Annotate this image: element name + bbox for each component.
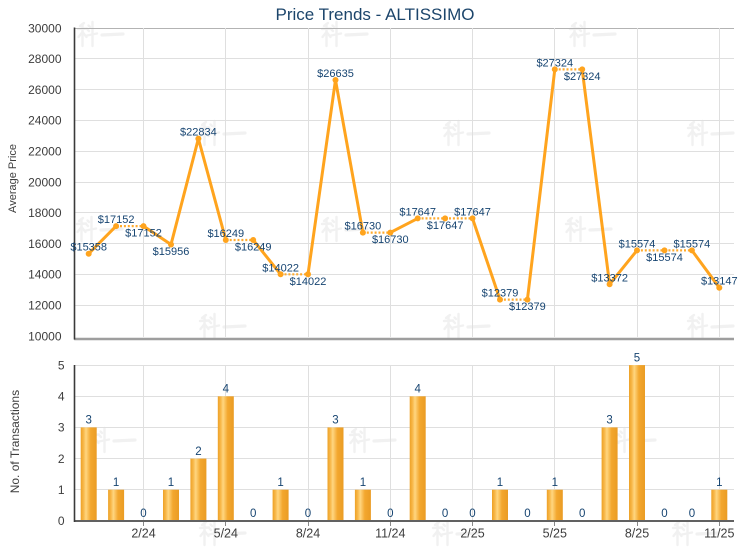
svg-text:2: 2	[58, 452, 65, 466]
svg-text:$12379: $12379	[482, 288, 519, 300]
svg-text:$16730: $16730	[345, 221, 382, 233]
svg-text:3: 3	[606, 415, 612, 427]
svg-text:11/24: 11/24	[375, 527, 405, 541]
svg-text:26000: 26000	[28, 83, 62, 97]
svg-text:18000: 18000	[28, 206, 62, 220]
svg-text:$27324: $27324	[564, 71, 601, 83]
svg-text:$17647: $17647	[399, 206, 436, 218]
svg-text:11/25: 11/25	[704, 527, 734, 541]
svg-text:$17647: $17647	[427, 220, 464, 232]
svg-text:Average Price: Average Price	[7, 144, 19, 213]
svg-text:1: 1	[58, 483, 65, 497]
svg-text:5: 5	[58, 358, 65, 372]
svg-text:$15358: $15358	[70, 242, 107, 254]
svg-text:12000: 12000	[28, 299, 62, 313]
svg-text:$13147: $13147	[701, 276, 738, 288]
svg-text:0: 0	[661, 508, 667, 520]
svg-text:0: 0	[442, 508, 448, 520]
svg-text:3: 3	[332, 415, 338, 427]
svg-text:0: 0	[387, 508, 393, 520]
svg-text:2: 2	[195, 446, 201, 458]
svg-text:4: 4	[223, 384, 230, 396]
svg-text:$14022: $14022	[262, 262, 299, 274]
svg-text:$15574: $15574	[646, 252, 683, 264]
svg-text:$16249: $16249	[235, 242, 272, 254]
svg-text:2/24: 2/24	[131, 527, 155, 541]
svg-text:0: 0	[524, 508, 530, 520]
svg-text:1: 1	[168, 477, 174, 489]
svg-text:$15574: $15574	[674, 238, 711, 250]
svg-text:0: 0	[689, 508, 695, 520]
svg-text:Price Trends - ALTISSIMO: Price Trends - ALTISSIMO	[275, 5, 474, 24]
svg-text:0: 0	[469, 508, 475, 520]
svg-text:$13372: $13372	[591, 272, 628, 284]
svg-text:0: 0	[140, 508, 146, 520]
svg-text:24000: 24000	[28, 114, 62, 128]
svg-text:10000: 10000	[28, 329, 62, 343]
svg-text:$15956: $15956	[153, 246, 190, 258]
svg-text:$14022: $14022	[290, 276, 327, 288]
svg-text:5/25: 5/25	[543, 527, 567, 541]
svg-text:$16249: $16249	[207, 228, 244, 240]
svg-text:$16730: $16730	[372, 234, 409, 246]
svg-text:22000: 22000	[28, 145, 62, 159]
svg-text:14000: 14000	[28, 268, 62, 282]
svg-text:1: 1	[716, 477, 722, 489]
svg-text:No. of Transactions: No. of Transactions	[8, 390, 22, 493]
svg-text:1: 1	[277, 477, 283, 489]
svg-text:0: 0	[250, 508, 256, 520]
svg-text:1: 1	[113, 477, 119, 489]
svg-text:3: 3	[85, 415, 91, 427]
svg-text:$27324: $27324	[536, 57, 573, 69]
svg-text:28000: 28000	[28, 52, 62, 66]
svg-text:4: 4	[58, 390, 65, 404]
svg-text:2/25: 2/25	[460, 527, 484, 541]
svg-text:1: 1	[497, 477, 503, 489]
svg-text:$15574: $15574	[619, 238, 656, 250]
svg-text:$17647: $17647	[454, 206, 491, 218]
svg-text:3: 3	[58, 421, 65, 435]
svg-text:1: 1	[552, 477, 558, 489]
svg-text:1: 1	[360, 477, 366, 489]
svg-text:$26635: $26635	[317, 68, 354, 80]
svg-text:20000: 20000	[28, 175, 62, 189]
svg-text:5: 5	[634, 352, 640, 364]
svg-text:8/25: 8/25	[625, 527, 649, 541]
svg-text:$17152: $17152	[125, 228, 162, 240]
svg-text:$22834: $22834	[180, 127, 217, 139]
svg-text:30000: 30000	[28, 21, 62, 35]
svg-text:$17152: $17152	[98, 214, 135, 226]
svg-text:5/24: 5/24	[214, 527, 238, 541]
svg-text:$12379: $12379	[509, 301, 546, 313]
svg-text:16000: 16000	[28, 237, 62, 251]
svg-text:0: 0	[579, 508, 585, 520]
svg-text:0: 0	[58, 514, 65, 528]
svg-text:4: 4	[414, 384, 421, 396]
svg-text:8/24: 8/24	[296, 527, 320, 541]
svg-text:0: 0	[305, 508, 311, 520]
